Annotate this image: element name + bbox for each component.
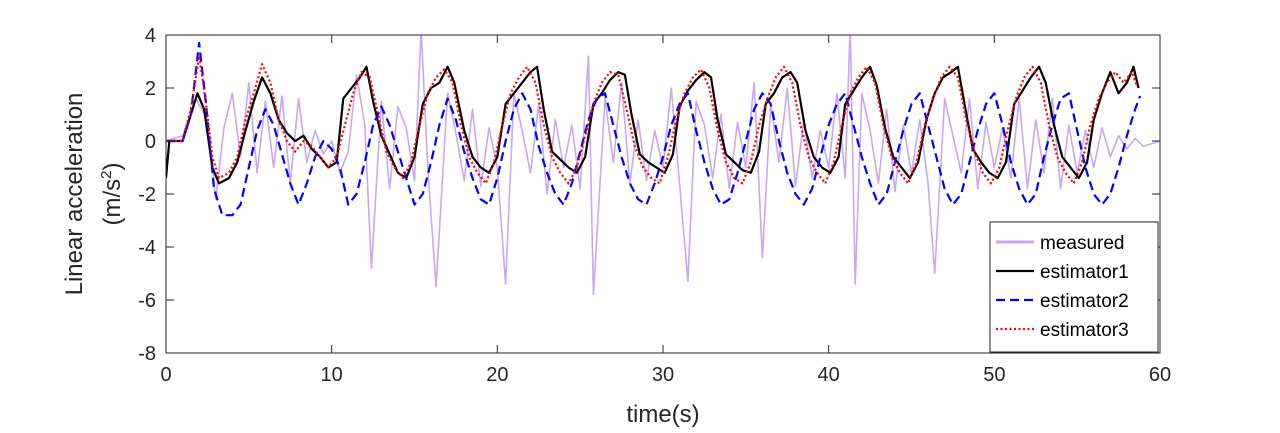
legend-box: [989, 221, 1159, 353]
x-tick-label: 10: [321, 364, 343, 386]
y-axis-unit-close: ): [99, 163, 126, 171]
y-tick-label: -4: [138, 237, 156, 259]
y-tick-label: 4: [145, 25, 156, 47]
y-tick-label: -2: [138, 184, 156, 206]
y-tick-label: 2: [145, 78, 156, 100]
y-tick-label: -6: [138, 290, 156, 312]
x-tick-label: 40: [818, 364, 840, 386]
y-axis-label-line1: Linear acceleration: [61, 93, 88, 296]
x-tick-label: 20: [486, 364, 508, 386]
x-tick-label: 30: [652, 364, 674, 386]
y-axis-unit: (m/s: [99, 179, 126, 226]
series-layer: [166, 35, 1160, 296]
y-tick-label: 0: [145, 131, 156, 153]
y-tick-label: -8: [138, 343, 156, 365]
x-tick-label: 0: [160, 364, 171, 386]
x-tick-label: 50: [983, 364, 1005, 386]
series-line-measured: [166, 35, 1160, 296]
legend-label-measured: measured: [1040, 233, 1125, 254]
y-axis-label: Linear acceleration (m/s2): [61, 93, 126, 296]
x-axis-label: time(s): [626, 401, 699, 428]
y-axis-unit-superscript: 2: [98, 171, 115, 179]
legend: measured estimator1 estimator2 estimator3: [989, 221, 1159, 353]
legend-label-estimator1: estimator1: [1040, 262, 1129, 283]
series-line-estimator3: [166, 55, 1138, 185]
y-axis-label-line2: (m/s2): [98, 163, 126, 226]
legend-label-estimator2: estimator2: [1040, 291, 1129, 312]
x-tick-label: 60: [1149, 364, 1171, 386]
legend-label-estimator3: estimator3: [1040, 320, 1129, 341]
